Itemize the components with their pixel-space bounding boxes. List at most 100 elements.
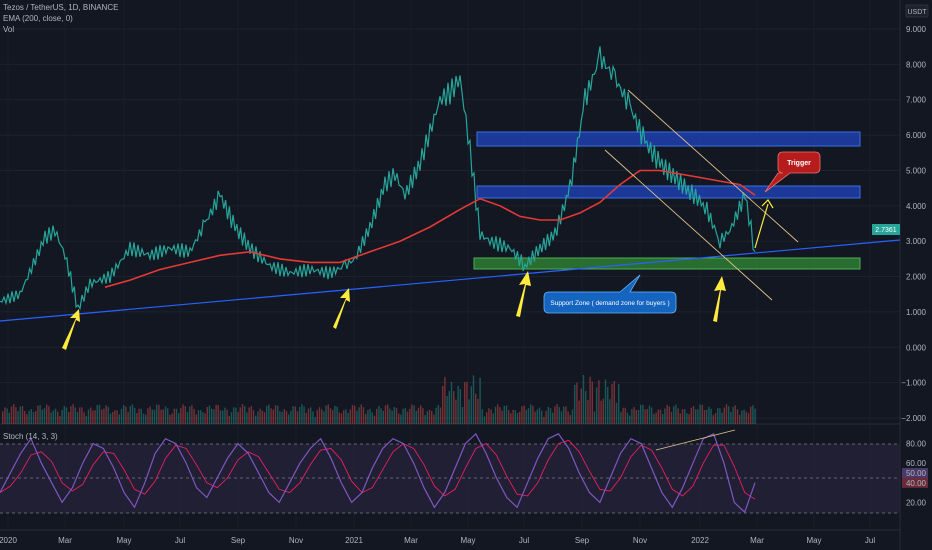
volume-bar: [468, 399, 470, 424]
stoch-value-badge: [902, 477, 928, 488]
volume-bar: [642, 404, 644, 424]
volume-bar: [554, 406, 556, 424]
volume-bar: [446, 396, 448, 424]
volume-bar: [6, 408, 8, 424]
symbol-legend[interactable]: Tezos / TetherUS, 1D, BINANCE: [3, 3, 119, 12]
ema-200-line[interactable]: [104, 169, 756, 288]
volume-bar: [646, 408, 648, 424]
volume-bar: [409, 408, 411, 424]
resistance-zone-lower[interactable]: [476, 185, 861, 199]
volume-bar: [488, 408, 490, 424]
volume-bar: [565, 406, 567, 424]
volume-bar: [578, 400, 580, 424]
volume-bar: [659, 409, 662, 424]
channel-lower-line[interactable]: [604, 149, 773, 301]
volume-bar: [294, 406, 296, 424]
volume-bar: [129, 406, 131, 424]
volume-bar: [59, 415, 61, 424]
resistance-zone-upper[interactable]: [476, 131, 861, 147]
volume-bar: [461, 407, 464, 424]
volume-bar: [235, 407, 237, 424]
volume-bar: [492, 413, 494, 424]
volume-legend[interactable]: Vol: [3, 25, 15, 34]
volume-bar: [158, 404, 160, 424]
channel-upper-line[interactable]: [627, 89, 799, 243]
volume-bar: [527, 408, 530, 424]
price-tick-label: 4.000: [906, 202, 927, 211]
volume-bar: [184, 406, 186, 424]
volume-bar: [494, 406, 497, 424]
volume-bar: [131, 404, 134, 424]
arrow-icon: [713, 276, 726, 322]
support-zone-box[interactable]: [473, 257, 861, 270]
volume-bar: [750, 406, 752, 424]
volume-bar: [147, 408, 149, 424]
volume-bar: [569, 414, 571, 424]
volume-bar: [653, 413, 655, 424]
volume-bar: [679, 413, 681, 424]
price-axis[interactable]: 9.000 8.000 7.000 6.000 5.000 4.000 3.000 2.000…: [901, 25, 926, 423]
volume-bar: [4, 407, 6, 424]
volume-bar: [640, 404, 642, 424]
volume-bar: [230, 412, 233, 424]
trigger-arrow: [754, 199, 774, 249]
volume-bar: [686, 413, 688, 424]
volume-bar: [376, 408, 378, 424]
volume-bar: [358, 407, 360, 424]
volume-bar: [620, 412, 622, 424]
stoch-legend[interactable]: Stoch (14, 3, 3): [3, 432, 58, 441]
volume-bar: [197, 410, 200, 424]
time-axis[interactable]: 2020 Mar May Jul Sep Nov 2021 Mar May Jul Sep Nov 20…: [0, 536, 875, 545]
volume-bar: [32, 412, 35, 424]
volume-bar: [499, 407, 501, 424]
volume-bar: [189, 406, 191, 424]
volume-bar: [710, 408, 712, 424]
support-callout[interactable]: Support Zone ( demand zone for buyers ): [543, 274, 677, 314]
volume-bar: [668, 406, 670, 424]
volume-bar: [204, 413, 206, 424]
volume-bar: [422, 408, 424, 424]
long-term-trendline[interactable]: [0, 239, 901, 322]
volume-bar: [582, 375, 585, 424]
volume-bar: [739, 414, 741, 424]
time-tick-label: Mar: [58, 536, 72, 545]
volume-bar: [24, 411, 26, 424]
volume-bar: [305, 412, 307, 424]
volume-bar: [675, 404, 677, 424]
volume-bar: [98, 404, 101, 424]
stoch-k-line[interactable]: [0, 432, 756, 514]
volume-bar: [466, 382, 468, 424]
volume-bar: [455, 399, 457, 424]
volume-bar: [393, 407, 395, 424]
price-series-line[interactable]: [0, 46, 756, 311]
volume-bar: [552, 412, 554, 424]
volume-bar: [81, 407, 83, 424]
volume-bar: [655, 412, 657, 424]
volume-bar: [178, 413, 180, 424]
volume-bar: [96, 405, 98, 424]
volume-bar: [43, 408, 46, 424]
volume-bar: [365, 413, 367, 424]
volume-bar: [250, 406, 252, 424]
volume-bar: [483, 416, 486, 424]
stoch-divergence-line[interactable]: [655, 429, 736, 451]
currency-box[interactable]: [905, 4, 929, 18]
stoch-d-line[interactable]: [0, 439, 756, 500]
volume-bar: [314, 417, 316, 424]
ema-legend[interactable]: EMA (200, close, 0): [3, 14, 73, 23]
volume-bar: [400, 414, 402, 424]
trigger-callout[interactable]: Trigger: [764, 151, 821, 193]
price-tick-label: 6.000: [906, 131, 927, 140]
volume-bar: [252, 410, 255, 424]
volume-bar: [347, 412, 349, 424]
volume-bar: [332, 410, 334, 424]
volume-bar: [329, 408, 332, 424]
volume-bar: [316, 410, 318, 424]
volume-bar: [114, 410, 116, 424]
volume-bar: [145, 414, 147, 424]
volume-bar: [281, 411, 283, 424]
volume-bar: [688, 414, 690, 424]
volume-bar: [156, 404, 158, 424]
